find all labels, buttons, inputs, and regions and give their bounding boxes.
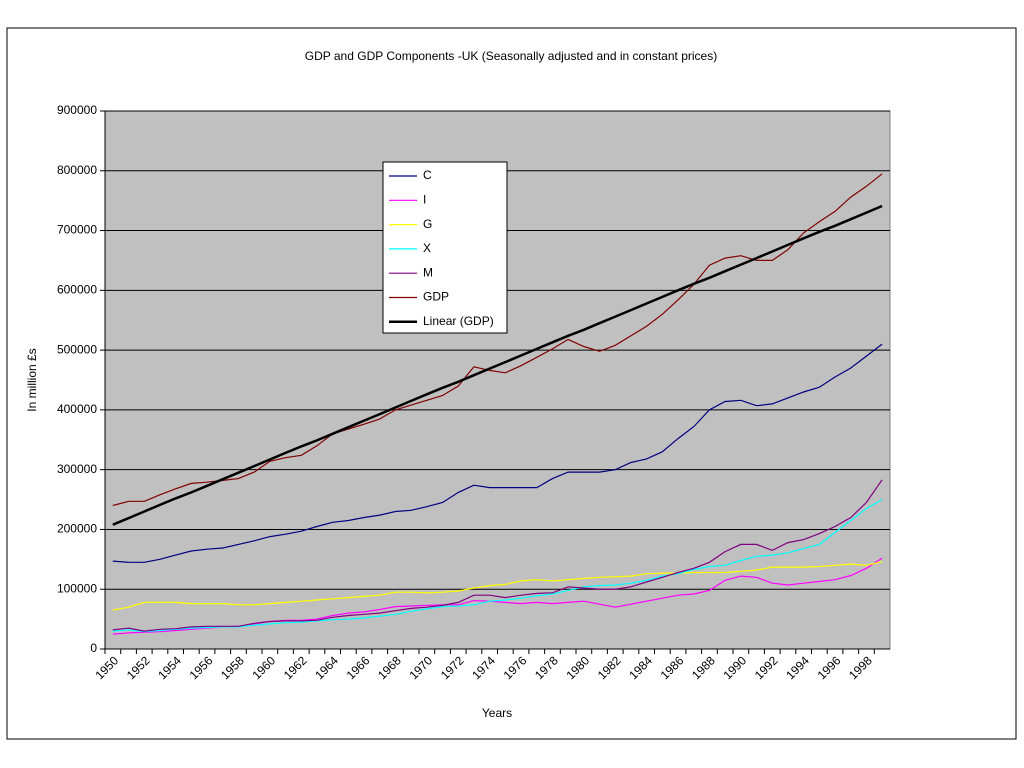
y-tick-label: 100000 [57,581,97,595]
series-line [112,479,883,632]
series-line [112,204,883,526]
y-tick-label: 200000 [57,522,97,536]
y-axis-label: In million £s [25,348,39,411]
series-line [112,343,883,563]
legend-label: C [423,168,432,182]
y-tick-label: 0 [90,641,97,655]
y-tick-label: 500000 [57,342,97,356]
y-tick-label: 400000 [57,402,97,416]
series-line [112,561,883,611]
legend-label: X [423,241,431,255]
y-tick-label: 800000 [57,163,97,177]
legend-box [382,161,508,334]
legend-label: Linear (GDP) [423,314,494,328]
y-tick-label: 600000 [57,283,97,297]
chart-title: GDP and GDP Components -UK (Seasonally a… [305,49,717,63]
legend-label: I [423,192,426,206]
x-axis-label: Years [482,706,512,720]
y-tick-label: 900000 [57,103,97,117]
y-tick-label: 700000 [57,223,97,237]
legend-label: M [423,265,433,279]
series-line [112,499,883,633]
y-tick-label: 300000 [57,462,97,476]
legend-label: G [423,217,432,231]
legend-label: GDP [423,290,449,304]
